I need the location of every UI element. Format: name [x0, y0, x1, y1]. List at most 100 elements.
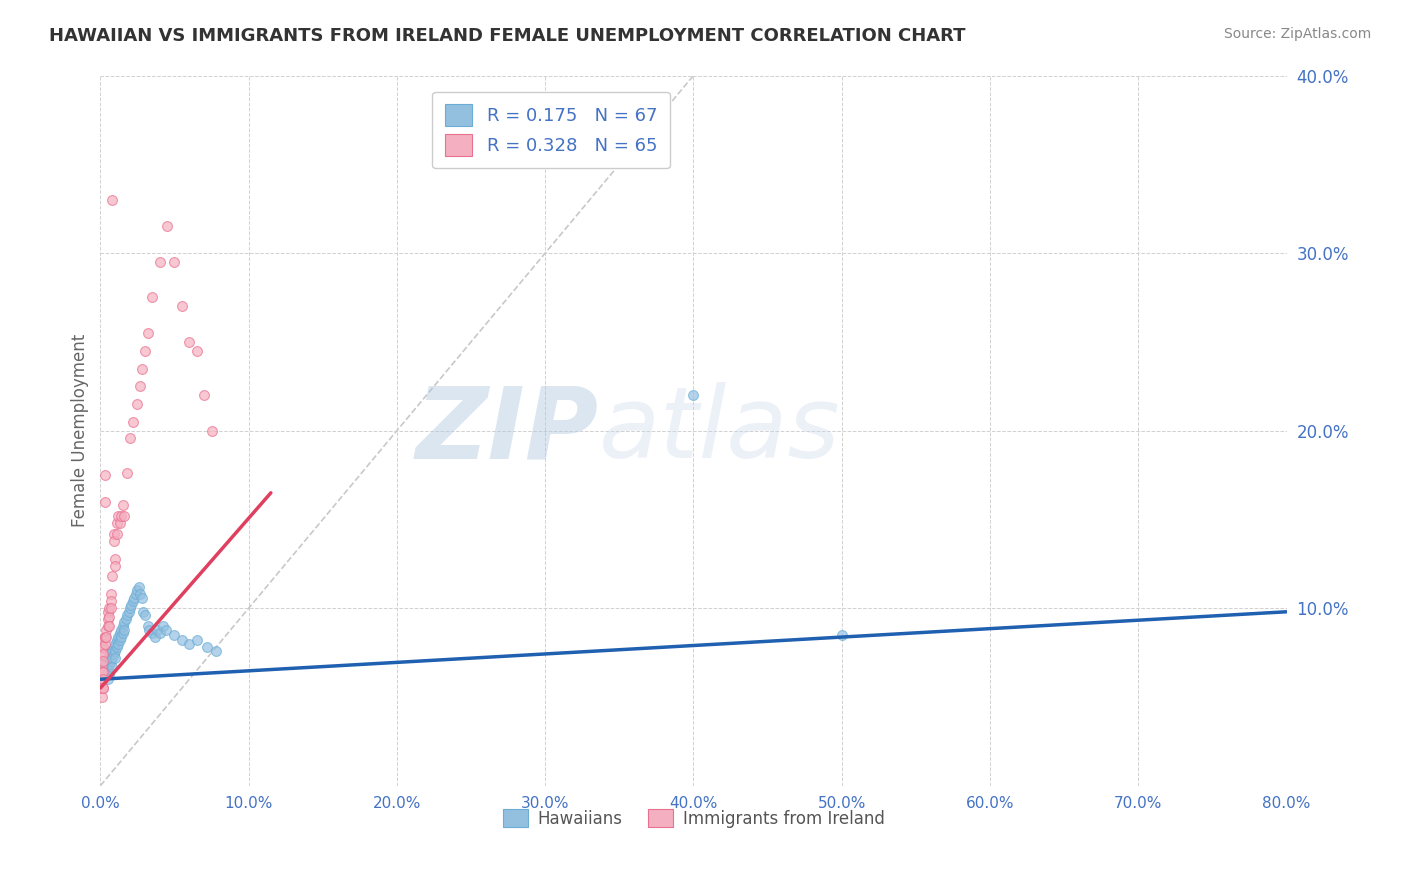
Point: [90, 640, 112, 655]
Point: [105, 526, 128, 541]
Point: [117, 605, 139, 619]
Point: [127, 583, 149, 598]
Point: [100, 594, 122, 608]
Y-axis label: Female Unemployment: Female Unemployment: [72, 334, 89, 527]
Point: [170, 299, 193, 313]
Point: [96, 669, 118, 683]
Point: [94, 658, 117, 673]
Point: [96, 658, 118, 673]
Point: [98, 651, 121, 665]
Point: [115, 608, 138, 623]
Point: [97, 612, 120, 626]
Text: Source: ZipAtlas.com: Source: ZipAtlas.com: [1223, 27, 1371, 41]
Point: [97, 664, 120, 678]
Point: [105, 640, 128, 655]
Point: [200, 424, 222, 438]
Point: [193, 388, 215, 402]
Point: [104, 644, 127, 658]
Point: [195, 640, 218, 655]
Point: [98, 648, 121, 662]
Point: [138, 623, 160, 637]
Point: [136, 619, 159, 633]
Point: [103, 533, 125, 548]
Point: [98, 610, 121, 624]
Point: [124, 591, 146, 605]
Point: [143, 630, 166, 644]
Point: [98, 601, 121, 615]
Point: [149, 626, 172, 640]
Point: [136, 326, 159, 340]
Point: [110, 623, 132, 637]
Point: [205, 644, 228, 658]
Point: [98, 619, 121, 633]
Point: [97, 658, 120, 673]
Point: [94, 630, 117, 644]
Point: [179, 637, 201, 651]
Point: [100, 587, 122, 601]
Point: [122, 415, 145, 429]
Point: [94, 494, 117, 508]
Point: [101, 660, 124, 674]
Point: [170, 633, 193, 648]
Point: [112, 508, 135, 523]
Point: [96, 655, 118, 669]
Point: [108, 516, 131, 530]
Point: [97, 605, 120, 619]
Point: [110, 508, 132, 523]
Point: [127, 397, 149, 411]
Point: [103, 526, 125, 541]
Point: [110, 630, 132, 644]
Point: [108, 633, 131, 648]
Point: [90, 664, 112, 678]
Point: [104, 558, 127, 573]
Point: [101, 651, 124, 665]
Point: [104, 637, 127, 651]
Point: [91, 672, 114, 686]
Point: [121, 598, 143, 612]
Point: [89, 681, 111, 695]
Point: [163, 255, 186, 269]
Point: [89, 672, 111, 686]
Point: [134, 608, 156, 623]
Point: [122, 594, 145, 608]
Point: [91, 633, 114, 648]
Point: [94, 630, 117, 644]
Point: [129, 379, 152, 393]
Point: [118, 431, 141, 445]
Point: [163, 628, 186, 642]
Point: [100, 601, 122, 615]
Point: [107, 508, 129, 523]
Point: [114, 612, 136, 626]
Point: [100, 655, 122, 669]
Point: [103, 640, 125, 655]
Point: [105, 516, 128, 530]
Point: [91, 648, 114, 662]
Point: [115, 467, 138, 481]
Point: [141, 290, 163, 304]
Point: [107, 637, 129, 651]
Point: [90, 672, 112, 686]
Point: [132, 605, 155, 619]
Point: [94, 637, 117, 651]
Point: [134, 343, 156, 358]
Point: [90, 681, 112, 695]
Point: [97, 651, 120, 665]
Point: [91, 655, 114, 669]
Point: [91, 681, 114, 695]
Point: [101, 644, 124, 658]
Point: [96, 630, 118, 644]
Point: [91, 665, 114, 680]
Point: [111, 498, 134, 512]
Point: [125, 587, 148, 601]
Point: [103, 648, 125, 662]
Point: [90, 658, 112, 673]
Point: [682, 388, 704, 402]
Point: [90, 665, 112, 680]
Point: [91, 655, 114, 669]
Point: [91, 640, 114, 655]
Point: [118, 601, 141, 615]
Point: [94, 468, 117, 483]
Text: HAWAIIAN VS IMMIGRANTS FROM IRELAND FEMALE UNEMPLOYMENT CORRELATION CHART: HAWAIIAN VS IMMIGRANTS FROM IRELAND FEMA…: [49, 27, 966, 45]
Point: [98, 667, 121, 681]
Point: [90, 648, 112, 662]
